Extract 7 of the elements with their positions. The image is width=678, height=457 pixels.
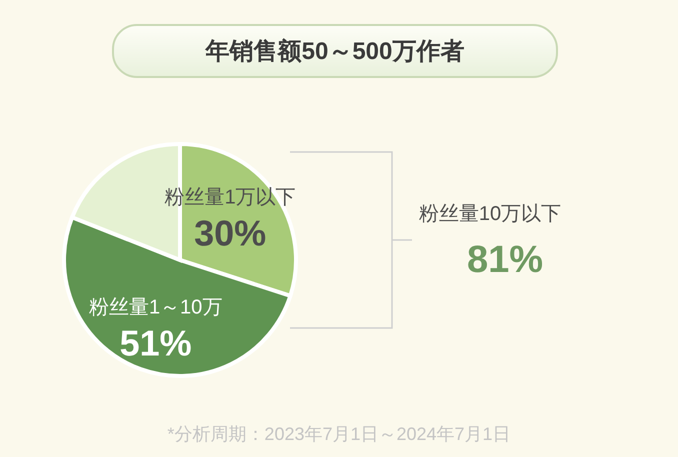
slice-label: 粉丝量1万以下: [164, 186, 296, 209]
slice-label: 粉丝量1～10万: [88, 296, 222, 319]
text: 粉丝量10万以下: [418, 203, 562, 225]
text: 81%: [466, 239, 544, 281]
data-label: 51%: [120, 322, 192, 364]
chart-title: 年销售额50～500万作者: [112, 24, 558, 78]
data-label: 30%: [194, 212, 266, 254]
